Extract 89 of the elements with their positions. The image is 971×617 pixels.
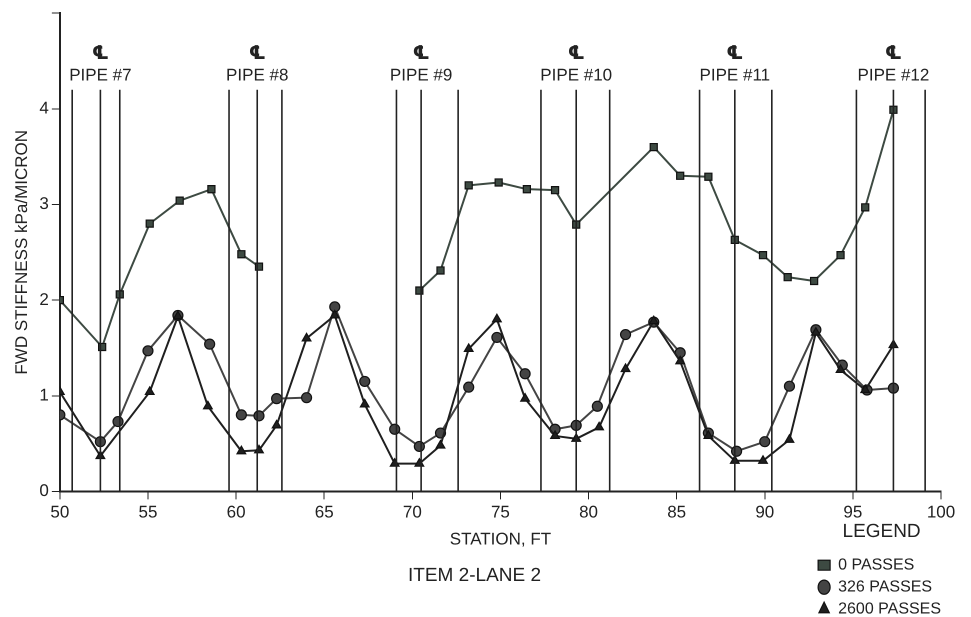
point [491, 332, 503, 344]
x-tick-label: 65 [314, 502, 334, 522]
x-tick-label: 50 [50, 502, 70, 522]
point [330, 310, 340, 319]
ref-line-label: ℄ [248, 42, 266, 64]
point [359, 376, 370, 388]
y-tick-label: 3 [39, 194, 49, 214]
annotation: PIPE #9 [390, 65, 452, 84]
y-axis-title: FWD STIFFNESS kPa/MICRON [12, 130, 31, 375]
point [703, 430, 714, 440]
y-tick-label: 2 [39, 290, 49, 309]
point [436, 266, 445, 275]
point [810, 276, 818, 286]
point [146, 219, 154, 228]
point [758, 251, 768, 260]
point [759, 436, 770, 448]
point [236, 446, 246, 454]
point [592, 400, 603, 412]
point [494, 178, 503, 187]
point [302, 332, 312, 342]
point [176, 196, 184, 205]
y-tick-label: 4 [39, 98, 49, 118]
x-axis-title: STATION, FT [450, 530, 552, 549]
point [329, 301, 340, 312]
point [207, 185, 216, 194]
x-tick-label: 80 [579, 502, 598, 522]
ref-line-label: ℄ [568, 42, 585, 64]
point [836, 364, 846, 374]
point [810, 327, 821, 336]
annotation: PIPE #8 [226, 65, 288, 84]
point [360, 398, 370, 408]
point [550, 186, 560, 194]
point [676, 172, 684, 180]
point [142, 345, 154, 356]
point [464, 343, 474, 352]
annotation: PIPE #11 [700, 65, 770, 84]
x-tick-label: 90 [755, 502, 774, 522]
point [784, 273, 792, 282]
point [144, 386, 155, 396]
annotation: PIPE #12 [858, 65, 930, 84]
legend-title: LEGEND [842, 521, 921, 542]
point [520, 393, 530, 402]
legend-label: 0 PASSES [838, 556, 914, 574]
ref-line-label: ℄ [92, 42, 109, 64]
point [520, 368, 531, 380]
point [271, 393, 282, 404]
point [464, 181, 473, 190]
ref-line-label: ℄ [412, 42, 430, 64]
legend-label: 326 PASSES [838, 578, 932, 596]
annotation: PIPE #7 [69, 65, 132, 84]
point [758, 455, 768, 464]
point [648, 316, 659, 324]
ref-line-label: ℄ [726, 42, 744, 64]
point [675, 356, 686, 364]
point [272, 420, 282, 429]
point [550, 430, 560, 440]
text: ITEM 2-LANE 2 [408, 564, 542, 586]
point [204, 338, 216, 350]
point [202, 400, 213, 410]
point [784, 434, 794, 443]
point [594, 422, 604, 430]
point [861, 203, 870, 212]
point [436, 440, 446, 449]
y-tick-label: 0 [39, 481, 49, 500]
point [836, 251, 845, 260]
point [463, 382, 474, 393]
point [704, 172, 713, 181]
x-tick-label: 95 [843, 502, 862, 522]
ref-line-label: ℄ [884, 42, 902, 64]
point [620, 363, 630, 372]
point [784, 380, 796, 392]
point [300, 392, 312, 404]
legend-label: 2600 PASSES [838, 600, 942, 617]
annotation: PIPE #10 [540, 65, 612, 84]
x-tick-label: 70 [402, 502, 422, 522]
x-tick-label: 60 [226, 502, 246, 522]
point [650, 142, 658, 152]
x-tick-label: 55 [138, 502, 158, 522]
y-tick-label: 1 [39, 385, 49, 404]
point [522, 185, 531, 194]
point [414, 458, 424, 467]
point [237, 250, 246, 258]
point [492, 314, 502, 322]
x-tick-label: 100 [926, 502, 956, 522]
x-tick-label: 85 [667, 502, 686, 522]
x-tick-label: 75 [490, 502, 510, 522]
point [236, 409, 247, 420]
point [620, 328, 632, 340]
point [860, 384, 870, 394]
